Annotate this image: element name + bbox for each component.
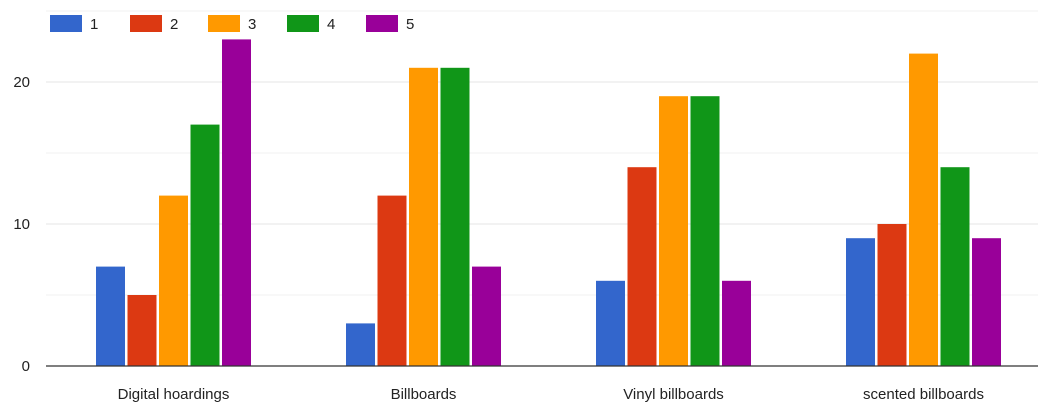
bar-3-billboards [409,67,438,367]
legend-swatch-2 [130,15,162,32]
y-tick-label: 20 [13,74,30,91]
bar-1-scented-billboards [846,238,875,366]
x-tick-label: Billboards [391,386,457,403]
y-tick-label: 0 [22,358,30,375]
legend-label: 4 [327,16,335,33]
bar-2-vinyl-billboards [627,167,657,366]
bar-5-billboards [472,266,501,366]
bar-4-scented-billboards [940,167,970,366]
x-axis-ticks: Digital hoardings Billboards Vinyl billboa… [118,386,984,403]
bar-4-vinyl-billboards [690,96,720,366]
bar-5-vinyl-billboards [722,280,751,366]
legend-swatch-3 [208,15,240,32]
bar-5-digital-hoardings [222,39,251,367]
legend-swatch-4 [287,15,319,32]
bar-1-digital-hoardings [96,266,125,366]
x-tick-label: Digital hoardings [118,386,230,403]
bar-3-vinyl-billboards [659,96,688,366]
bar-5-scented-billboards [972,238,1001,366]
y-axis-ticks: 0 10 20 [13,74,30,375]
legend-label: 1 [90,16,98,33]
x-tick-label: Vinyl billboards [623,386,724,403]
bar-2-billboards [377,195,407,366]
legend-label: 3 [248,16,256,33]
x-tick-label: scented billboards [863,386,984,403]
bar-3-scented-billboards [909,53,938,366]
bar-1-vinyl-billboards [596,280,625,366]
bar-1-billboards [346,323,375,366]
legend-swatch-1 [50,15,82,32]
bar-4-digital-hoardings [190,124,220,366]
bar-3-digital-hoardings [159,195,188,366]
legend-label: 5 [406,16,414,33]
legend-swatch-5 [366,15,398,32]
y-tick-label: 10 [13,216,30,233]
bars [96,39,1001,367]
bar-4-billboards [440,67,470,367]
bar-2-digital-hoardings [127,295,157,366]
legend: 1 2 3 4 5 [50,15,414,33]
legend-label: 2 [170,16,178,33]
bar-2-scented-billboards [877,224,907,366]
